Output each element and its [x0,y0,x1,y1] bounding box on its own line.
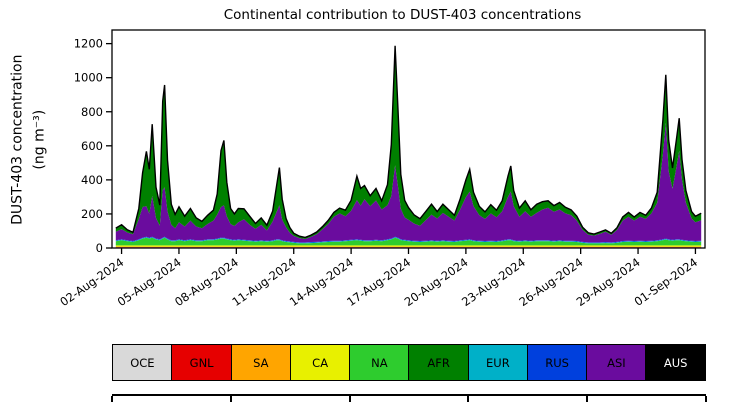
legend: OCE GNL SA CA NA AFR EUR RUS ASI AUS [112,344,706,381]
chart-title: Continental contribution to DUST-403 con… [223,7,582,23]
legend-item-afr: AFR [408,344,469,381]
plot-area: 02004006008001000120002-Aug-202405-Aug-2… [57,29,706,309]
legend-item-sa: SA [230,344,292,381]
legend-item-gnl: GNL [171,344,232,381]
lower-axis-tick [467,396,470,402]
legend-item-asi: ASI [586,344,647,381]
lower-axis-tick [229,396,232,402]
area-na [115,237,702,246]
y-tick-label: 800 [81,105,103,119]
legend-label: RUS [545,355,569,370]
area-eur [115,237,702,244]
y-tick-label: 1000 [74,71,103,85]
total-outline [115,45,702,239]
legend-label: GNL [189,355,214,370]
x-tick-label: 29-Aug-2024 [574,255,643,309]
area-asi [115,122,702,243]
y-tick-label: 0 [96,241,103,255]
lower-axis-tick [705,396,707,402]
lower-axis-tick [586,396,589,402]
legend-item-eur: EUR [467,344,529,381]
legend-item-na: NA [349,344,410,381]
legend-item-aus: AUS [645,344,706,381]
legend-label: AFR [427,355,450,370]
legend-label: AUS [663,355,688,370]
legend-label: EUR [486,355,510,370]
area-afr [115,46,702,239]
legend-item-ca: CA [289,344,351,381]
legend-label: NA [371,355,388,370]
y-tick-label: 400 [81,173,103,187]
legend-item-rus: RUS [526,344,588,381]
legend-item-oce: OCE [112,344,173,381]
y-tick-label: 200 [81,207,103,221]
area-ca [115,245,702,247]
y-tick-label: 1200 [74,37,103,51]
legend-label: OCE [130,355,155,370]
lower-axis [111,394,707,402]
area-rus [115,236,702,243]
y-tick-label: 600 [81,139,103,153]
lower-axis-tick [348,396,351,402]
x-tick-label: 01-Sep-2024 [632,255,701,309]
legend-label: CA [312,355,329,370]
legend-label: SA [253,355,269,370]
lower-axis-tick [111,396,113,402]
legend-label: ASI [607,355,626,370]
